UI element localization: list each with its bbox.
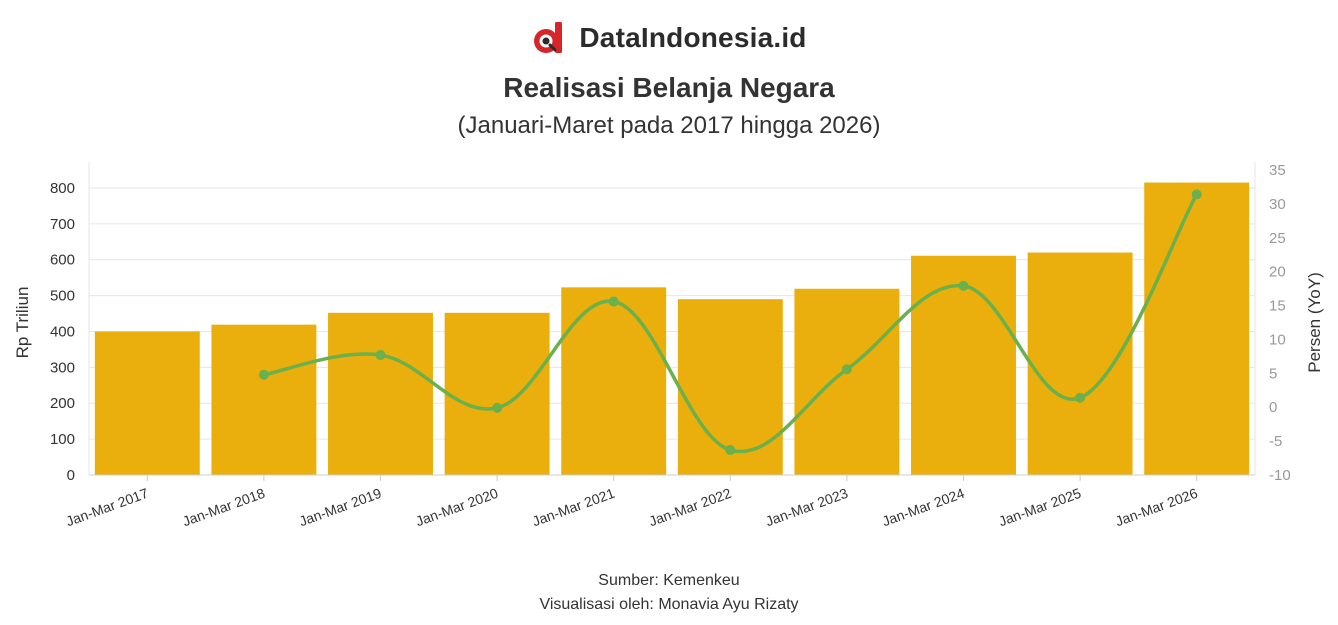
y-right-tick-label: 5 [1269, 365, 1277, 382]
y-left-tick-label: 200 [50, 395, 75, 412]
yoy-point [841, 364, 852, 375]
x-tick-label: Jan-Mar 2018 [180, 485, 267, 530]
y-left-tick-label: 600 [50, 252, 75, 269]
yoy-point [1191, 189, 1202, 200]
x-tick-label: Jan-Mar 2020 [413, 485, 500, 530]
brand-name: DataIndonesia.id [579, 22, 807, 53]
x-tick-label: Jan-Mar 2025 [996, 485, 1083, 530]
y-right-tick-label: -10 [1269, 467, 1291, 484]
x-tick-label: Jan-Mar 2026 [1113, 485, 1200, 530]
bar [328, 312, 433, 475]
y-left-tick-label: 800 [50, 180, 75, 197]
y-right-axis-title: Persen (YoY) [1305, 272, 1324, 372]
yoy-point [1075, 392, 1086, 403]
yoy-point [608, 296, 619, 307]
bar [94, 331, 200, 475]
bar [444, 312, 550, 475]
bar [1027, 252, 1133, 475]
y-left-axis-title: Rp Triliun [13, 287, 32, 359]
y-left-tick-label: 0 [67, 467, 75, 484]
y-right-tick-label: 10 [1269, 331, 1286, 348]
y-right-tick-label: -5 [1269, 433, 1282, 450]
yoy-point [958, 280, 969, 291]
y-right-tick-label: 0 [1269, 399, 1277, 416]
chart-subtitle: (Januari-Maret pada 2017 hingga 2026) [457, 112, 881, 139]
x-tick-label: Jan-Mar 2023 [763, 485, 850, 530]
visualization-credit: Visualisasi oleh: Monavia Ayu Rizaty [539, 596, 799, 613]
bar [911, 255, 1016, 475]
y-right-tick-label: 30 [1269, 196, 1286, 213]
y-right-tick-label: 35 [1269, 162, 1286, 179]
y-left-tick-label: 500 [50, 288, 75, 305]
bar [561, 287, 667, 475]
chart-area: 0 100 200 300 400 500 600 700 800 -10 -5 0 5 10 15 20 25… [13, 162, 1324, 530]
source-note: Sumber: Kemenkeu [598, 572, 740, 589]
brand-header: DataIndonesia.id [0, 18, 1338, 58]
bar [211, 324, 317, 475]
x-tick-label: Jan-Mar 2022 [647, 485, 734, 530]
y-right-tick-label: 15 [1269, 298, 1286, 315]
yoy-point [375, 350, 386, 361]
yoy-point [725, 444, 736, 455]
x-tick-label: Jan-Mar 2017 [64, 485, 151, 530]
dataindonesia-logo-icon [534, 22, 563, 53]
y-left-tick-label: 300 [50, 359, 75, 376]
x-tick-label: Jan-Mar 2019 [297, 485, 384, 530]
yoy-point [492, 402, 503, 413]
chart-title: Realisasi Belanja Negara [503, 72, 835, 103]
yoy-point [258, 369, 269, 380]
bar [1144, 182, 1250, 475]
y-left-tick-label: 100 [50, 431, 75, 448]
x-tick-label: Jan-Mar 2024 [880, 485, 967, 530]
y-right-tick-label: 25 [1269, 230, 1286, 247]
x-tick-label: Jan-Mar 2021 [530, 485, 617, 530]
y-left-tick-label: 700 [50, 216, 75, 233]
y-left-tick-label: 400 [50, 323, 75, 340]
y-right-tick-label: 20 [1269, 264, 1286, 281]
bar [794, 288, 900, 475]
